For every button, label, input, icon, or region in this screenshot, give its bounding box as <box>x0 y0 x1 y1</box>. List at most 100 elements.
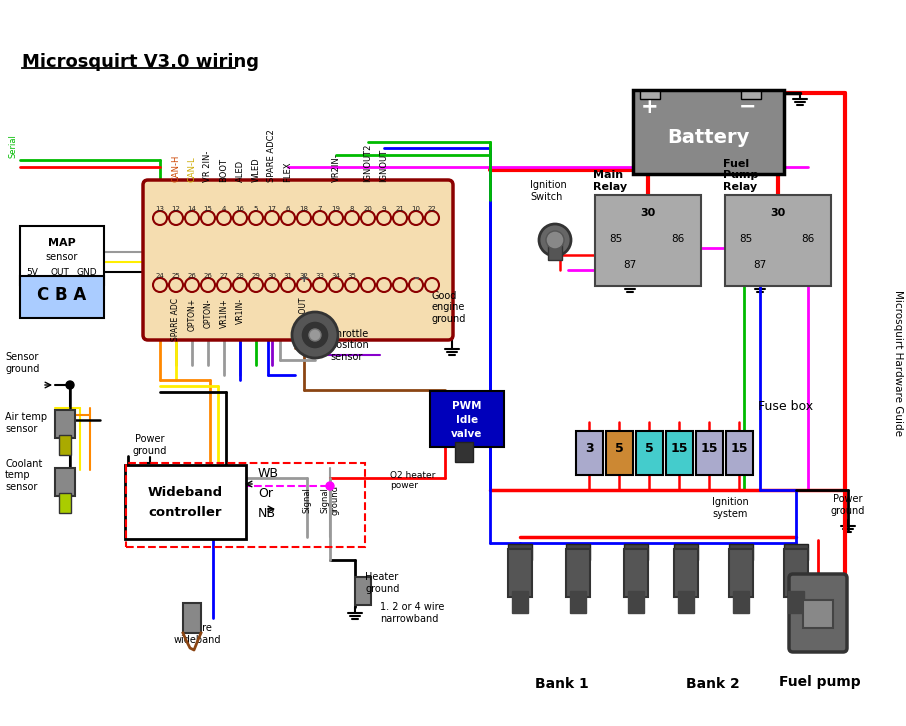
Circle shape <box>409 211 423 225</box>
Circle shape <box>345 278 359 292</box>
Text: NB: NB <box>258 507 276 520</box>
Text: Heater
ground: Heater ground <box>365 572 400 594</box>
Text: C B A: C B A <box>37 286 87 304</box>
Text: IGNOUT: IGNOUT <box>380 149 389 182</box>
FancyBboxPatch shape <box>570 591 586 613</box>
Text: 4: 4 <box>222 206 226 212</box>
Text: 5: 5 <box>614 442 623 455</box>
Text: ALED: ALED <box>236 160 245 182</box>
FancyBboxPatch shape <box>788 591 804 613</box>
Circle shape <box>329 278 343 292</box>
Text: 35: 35 <box>348 273 356 279</box>
Text: 15: 15 <box>700 442 718 455</box>
Text: 5: 5 <box>645 442 653 455</box>
Circle shape <box>217 211 231 225</box>
Circle shape <box>425 278 439 292</box>
FancyBboxPatch shape <box>640 91 660 99</box>
Text: Good
engine
ground: Good engine ground <box>432 291 467 324</box>
FancyBboxPatch shape <box>674 549 698 597</box>
Text: VR 2IN-: VR 2IN- <box>204 150 213 182</box>
Text: 14: 14 <box>188 206 197 212</box>
Text: WLED: WLED <box>252 158 261 182</box>
FancyBboxPatch shape <box>55 468 75 496</box>
Circle shape <box>313 211 327 225</box>
Text: Main
Relay: Main Relay <box>593 171 627 192</box>
Text: 20: 20 <box>363 206 372 212</box>
Circle shape <box>393 211 407 225</box>
Text: 85: 85 <box>739 234 753 244</box>
Text: 18: 18 <box>300 206 309 212</box>
Text: O2 heater
power: O2 heater power <box>390 470 436 490</box>
Text: controller: controller <box>149 506 222 519</box>
Circle shape <box>153 278 167 292</box>
Text: Bank 2: Bank 2 <box>686 677 740 691</box>
Text: 21: 21 <box>396 206 404 212</box>
Text: Fuse box: Fuse box <box>758 400 813 413</box>
Text: 3: 3 <box>584 442 593 455</box>
Text: Ignition
system: Ignition system <box>711 497 748 519</box>
FancyBboxPatch shape <box>59 493 71 513</box>
Text: 12: 12 <box>171 206 180 212</box>
Text: 32: 32 <box>300 273 308 279</box>
Text: 34: 34 <box>332 273 341 279</box>
Text: TACH OUT: TACH OUT <box>300 298 309 336</box>
Text: WB: WB <box>258 467 279 480</box>
Text: Power
ground: Power ground <box>133 434 168 456</box>
FancyBboxPatch shape <box>455 442 473 462</box>
Text: Signal: Signal <box>303 487 312 513</box>
FancyBboxPatch shape <box>784 549 808 597</box>
Text: SPARE ADC2: SPARE ADC2 <box>267 129 276 182</box>
Text: Or: Or <box>258 487 273 500</box>
Text: 7: 7 <box>318 206 323 212</box>
Circle shape <box>233 278 247 292</box>
Text: 5V: 5V <box>26 268 38 277</box>
Text: 25: 25 <box>171 273 180 279</box>
Text: valve: valve <box>451 429 483 439</box>
Text: VR2IN-: VR2IN- <box>332 153 341 182</box>
FancyBboxPatch shape <box>784 544 808 560</box>
Text: 24: 24 <box>156 273 164 279</box>
Text: Battery: Battery <box>668 128 749 147</box>
FancyBboxPatch shape <box>624 544 648 560</box>
Text: Microsquirt Hardware Guide: Microsquirt Hardware Guide <box>893 290 903 436</box>
Text: Ignition
Switch: Ignition Switch <box>530 180 567 202</box>
Circle shape <box>201 278 215 292</box>
Text: VR1IN-: VR1IN- <box>236 298 245 324</box>
FancyBboxPatch shape <box>729 544 753 560</box>
Text: Sensor
ground: Sensor ground <box>5 352 39 374</box>
Text: 15: 15 <box>730 442 747 455</box>
FancyBboxPatch shape <box>803 600 833 628</box>
Circle shape <box>377 211 391 225</box>
Circle shape <box>281 211 295 225</box>
Circle shape <box>169 278 183 292</box>
Text: Coolant
temp
sensor: Coolant temp sensor <box>5 459 43 492</box>
FancyBboxPatch shape <box>678 591 694 613</box>
Text: CAN-L: CAN-L <box>188 156 197 182</box>
FancyBboxPatch shape <box>566 549 590 597</box>
Text: -: - <box>413 271 419 285</box>
Circle shape <box>301 321 329 349</box>
Text: 13: 13 <box>156 206 165 212</box>
FancyBboxPatch shape <box>508 549 532 597</box>
Circle shape <box>297 211 311 225</box>
Text: sensor: sensor <box>46 252 78 262</box>
Text: 29: 29 <box>252 273 260 279</box>
Text: 87: 87 <box>754 260 766 270</box>
Text: 17: 17 <box>267 206 276 212</box>
Text: Throttle
position
sensor: Throttle position sensor <box>330 329 369 362</box>
Text: 1. 2 or 4 wire
narrowband: 1. 2 or 4 wire narrowband <box>380 603 444 624</box>
Text: Microsquirt V3.0 wiring: Microsquirt V3.0 wiring <box>22 53 259 71</box>
FancyBboxPatch shape <box>576 431 603 475</box>
Circle shape <box>249 278 263 292</box>
Text: Fuel
Pump
Relay: Fuel Pump Relay <box>723 159 758 192</box>
Circle shape <box>361 211 375 225</box>
Text: GND: GND <box>77 268 97 277</box>
Text: −: − <box>739 97 757 117</box>
FancyBboxPatch shape <box>59 435 71 455</box>
FancyBboxPatch shape <box>355 577 371 605</box>
FancyBboxPatch shape <box>548 235 562 260</box>
Text: CAN-H: CAN-H <box>171 155 180 182</box>
Circle shape <box>249 211 263 225</box>
Text: MAP: MAP <box>48 238 76 248</box>
Text: 31: 31 <box>284 273 293 279</box>
